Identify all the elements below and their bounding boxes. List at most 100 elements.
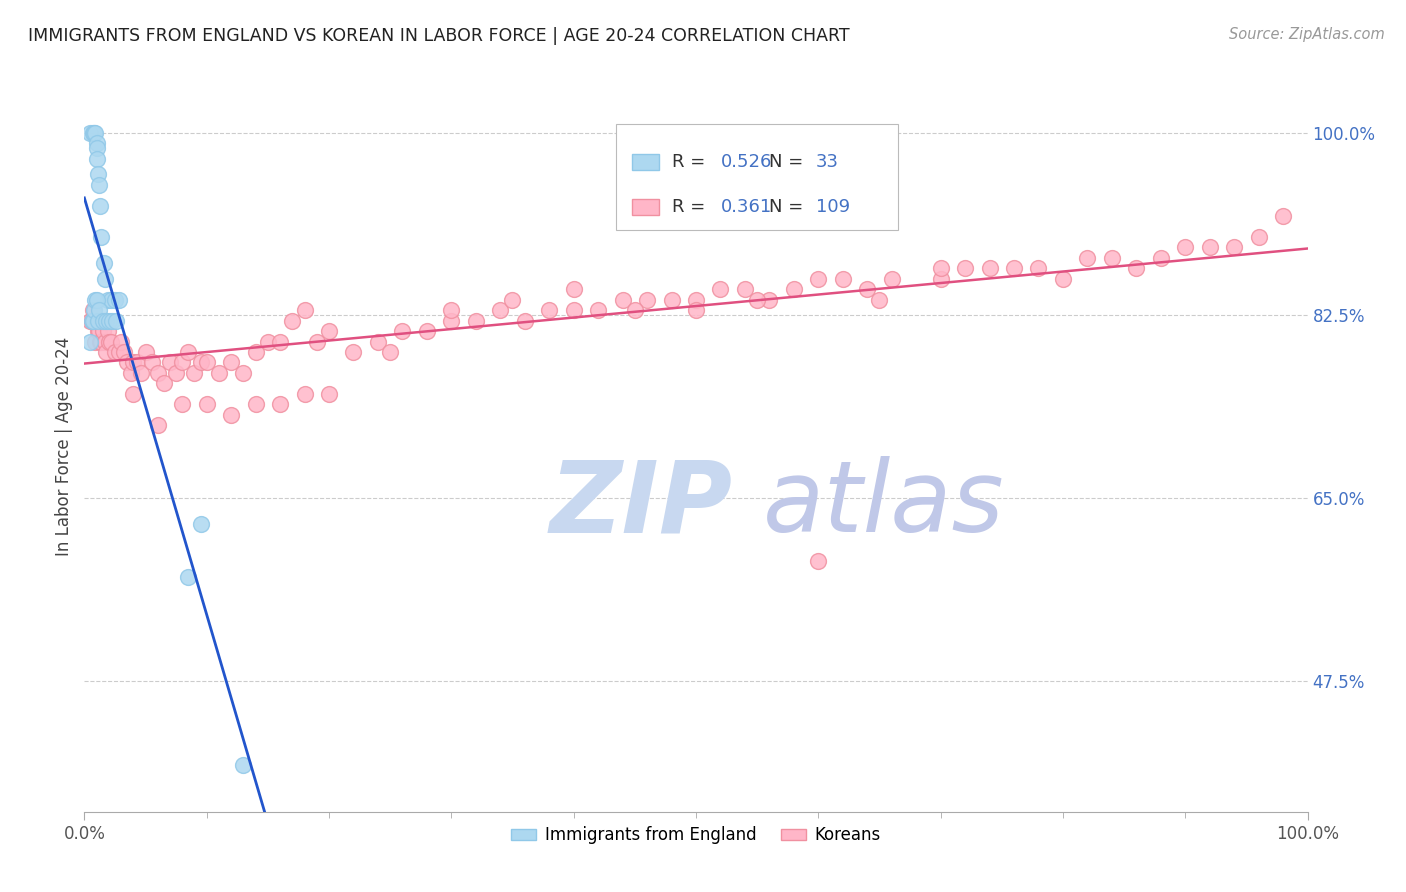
Point xyxy=(734,282,756,296)
Point xyxy=(624,303,647,318)
Text: atlas: atlas xyxy=(763,456,1005,553)
Point xyxy=(172,397,194,411)
Point xyxy=(84,334,107,349)
Text: N =: N = xyxy=(769,153,810,171)
Point xyxy=(80,313,103,327)
Point xyxy=(380,345,402,359)
Point xyxy=(979,261,1001,276)
Point xyxy=(172,355,194,369)
Text: 0.526: 0.526 xyxy=(720,153,772,171)
Point xyxy=(84,293,107,307)
Point xyxy=(636,293,658,307)
Point xyxy=(82,303,104,318)
Point xyxy=(83,303,105,318)
Point xyxy=(101,313,124,327)
Point xyxy=(1223,240,1246,254)
Point xyxy=(685,293,707,307)
Point xyxy=(94,272,117,286)
Point xyxy=(294,386,316,401)
FancyBboxPatch shape xyxy=(616,124,898,230)
Point xyxy=(104,293,127,307)
Point xyxy=(100,293,122,307)
Text: ZIP: ZIP xyxy=(550,456,733,553)
Point xyxy=(758,293,780,307)
Point xyxy=(929,272,952,286)
Point xyxy=(747,293,769,307)
Text: 0.361: 0.361 xyxy=(720,198,772,216)
Point xyxy=(783,282,806,296)
Point xyxy=(97,334,120,349)
Point xyxy=(83,313,105,327)
Point xyxy=(1150,251,1173,265)
Point xyxy=(245,397,267,411)
Point xyxy=(87,324,110,338)
Point xyxy=(87,324,110,338)
Point xyxy=(153,376,176,391)
Point xyxy=(269,397,291,411)
Point xyxy=(93,256,115,270)
Legend: Immigrants from England, Koreans: Immigrants from England, Koreans xyxy=(505,820,887,851)
Text: N =: N = xyxy=(769,198,810,216)
Point xyxy=(146,366,169,380)
Point xyxy=(562,282,585,296)
Point xyxy=(115,355,138,369)
Point xyxy=(183,366,205,380)
Point xyxy=(135,345,157,359)
Point xyxy=(120,366,142,380)
Text: 109: 109 xyxy=(815,198,851,216)
Point xyxy=(1076,251,1098,265)
Point xyxy=(416,324,439,338)
Point xyxy=(97,324,120,338)
Point xyxy=(79,126,101,140)
Point xyxy=(86,313,108,327)
Point xyxy=(104,345,127,359)
Point xyxy=(90,334,112,349)
Point xyxy=(165,366,187,380)
Point xyxy=(807,272,830,286)
Point xyxy=(97,313,120,327)
Point xyxy=(146,418,169,433)
Point xyxy=(91,324,114,338)
Point xyxy=(440,313,463,327)
Point xyxy=(245,345,267,359)
Point xyxy=(1101,251,1123,265)
Point xyxy=(294,303,316,318)
Point xyxy=(87,313,110,327)
Point xyxy=(391,324,413,338)
Point xyxy=(953,261,976,276)
Point xyxy=(342,345,364,359)
Point xyxy=(190,517,212,532)
Point xyxy=(107,293,129,307)
Point xyxy=(129,366,152,380)
Point xyxy=(122,355,145,369)
Point xyxy=(87,178,110,192)
Point xyxy=(87,167,110,181)
Point xyxy=(84,126,107,140)
Point xyxy=(612,293,634,307)
Point xyxy=(107,345,129,359)
Point xyxy=(86,141,108,155)
Point xyxy=(195,355,218,369)
Point xyxy=(869,293,891,307)
Point xyxy=(100,334,122,349)
Point xyxy=(141,355,163,369)
Point xyxy=(89,334,111,349)
Point xyxy=(219,408,242,422)
Point xyxy=(86,136,108,150)
Point xyxy=(807,554,830,568)
Point xyxy=(1272,209,1295,223)
Point xyxy=(586,303,609,318)
Point xyxy=(80,313,103,327)
Point xyxy=(269,334,291,349)
Point xyxy=(86,293,108,307)
Bar xyxy=(633,154,659,170)
Point xyxy=(195,397,218,411)
Point xyxy=(96,345,118,359)
Point xyxy=(367,334,389,349)
Bar xyxy=(633,199,659,215)
Point xyxy=(86,152,108,166)
Point xyxy=(281,313,304,327)
Point xyxy=(464,313,486,327)
Point xyxy=(105,313,128,327)
Text: R =: R = xyxy=(672,198,710,216)
